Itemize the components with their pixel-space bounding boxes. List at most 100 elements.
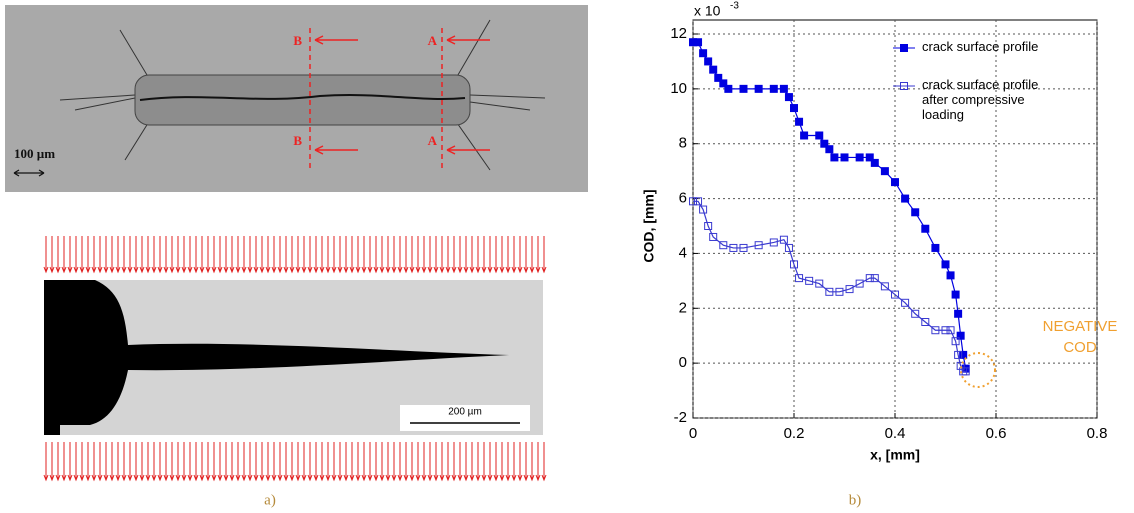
arrow — [205, 236, 211, 274]
marker — [815, 279, 824, 288]
arrow — [343, 442, 349, 482]
y-tick-label: 8 — [679, 135, 687, 152]
arrow — [325, 442, 331, 482]
arrow — [67, 236, 73, 274]
arrow — [301, 236, 307, 274]
arrow — [331, 442, 337, 482]
arrow — [427, 442, 433, 482]
marker — [699, 49, 708, 58]
arrow — [265, 236, 271, 274]
arrow — [421, 236, 427, 274]
arrow — [373, 442, 379, 482]
marker — [815, 131, 824, 140]
section-label: A — [428, 133, 438, 148]
crack — [139, 94, 466, 101]
marker — [946, 271, 955, 280]
marker — [820, 139, 829, 148]
arrow — [433, 442, 439, 482]
arrow — [277, 236, 283, 274]
marker — [956, 331, 965, 340]
marker — [795, 274, 804, 283]
arrow — [361, 442, 367, 482]
arrow — [511, 236, 517, 274]
marker — [709, 65, 718, 74]
arrow — [115, 442, 121, 482]
arrow — [283, 236, 289, 274]
marker — [779, 235, 788, 244]
arrow — [295, 442, 301, 482]
marker — [941, 326, 950, 335]
arrow — [235, 236, 241, 274]
marker — [779, 84, 788, 93]
arrow — [409, 442, 415, 482]
arrow — [487, 236, 493, 274]
arrow — [271, 442, 277, 482]
arrow — [259, 236, 265, 274]
scale-bar — [13, 169, 45, 177]
y-multiplier: x 10 — [694, 3, 721, 19]
marker — [840, 153, 849, 162]
arrow — [91, 236, 97, 274]
arrow — [367, 442, 373, 482]
arrow — [205, 442, 211, 482]
arrow — [133, 236, 139, 274]
arrow — [337, 442, 343, 482]
arrow — [199, 236, 205, 274]
arrow — [259, 442, 265, 482]
arrow — [343, 236, 349, 274]
arrow — [133, 442, 139, 482]
marker — [830, 153, 839, 162]
arrow — [139, 442, 145, 482]
arrow — [79, 442, 85, 482]
arrow — [511, 442, 517, 482]
arrow — [169, 442, 175, 482]
arrow — [61, 236, 67, 274]
legend-marker — [900, 82, 908, 90]
arrow — [151, 442, 157, 482]
arrow — [523, 236, 529, 274]
arrow — [445, 442, 451, 482]
section-label: B — [293, 33, 302, 48]
marker — [865, 153, 874, 162]
arrow — [523, 442, 529, 482]
arrow — [103, 236, 109, 274]
arrow — [121, 442, 127, 482]
arrow — [43, 442, 49, 482]
arrow — [541, 442, 547, 482]
arrow — [61, 442, 67, 482]
x-tick-label: 0 — [689, 425, 697, 442]
arrow — [331, 236, 337, 274]
arrow — [439, 236, 445, 274]
arrow — [415, 236, 421, 274]
arrow — [457, 236, 463, 274]
arrow — [433, 236, 439, 274]
arrow — [289, 442, 295, 482]
marker — [911, 208, 920, 217]
arrow — [481, 236, 487, 274]
marker — [941, 260, 950, 269]
marker — [784, 93, 793, 102]
arrow — [229, 442, 235, 482]
crack-section — [44, 280, 510, 435]
arrow — [85, 236, 91, 274]
arrow — [475, 236, 481, 274]
marker — [719, 241, 728, 250]
arrow — [367, 236, 373, 274]
marker — [911, 309, 920, 318]
marker — [961, 367, 970, 376]
arrow — [373, 236, 379, 274]
arrow — [223, 236, 229, 274]
legend-marker — [900, 44, 908, 52]
arrow — [445, 236, 451, 274]
crack-branches — [59, 19, 546, 171]
arrow — [397, 442, 403, 482]
arrow — [301, 442, 307, 482]
arrow — [49, 236, 55, 274]
marker — [724, 84, 733, 93]
arrow — [175, 442, 181, 482]
arrow — [313, 236, 319, 274]
scale-label: 100 µm — [14, 146, 55, 161]
arrow — [193, 236, 199, 274]
arrow — [67, 442, 73, 482]
